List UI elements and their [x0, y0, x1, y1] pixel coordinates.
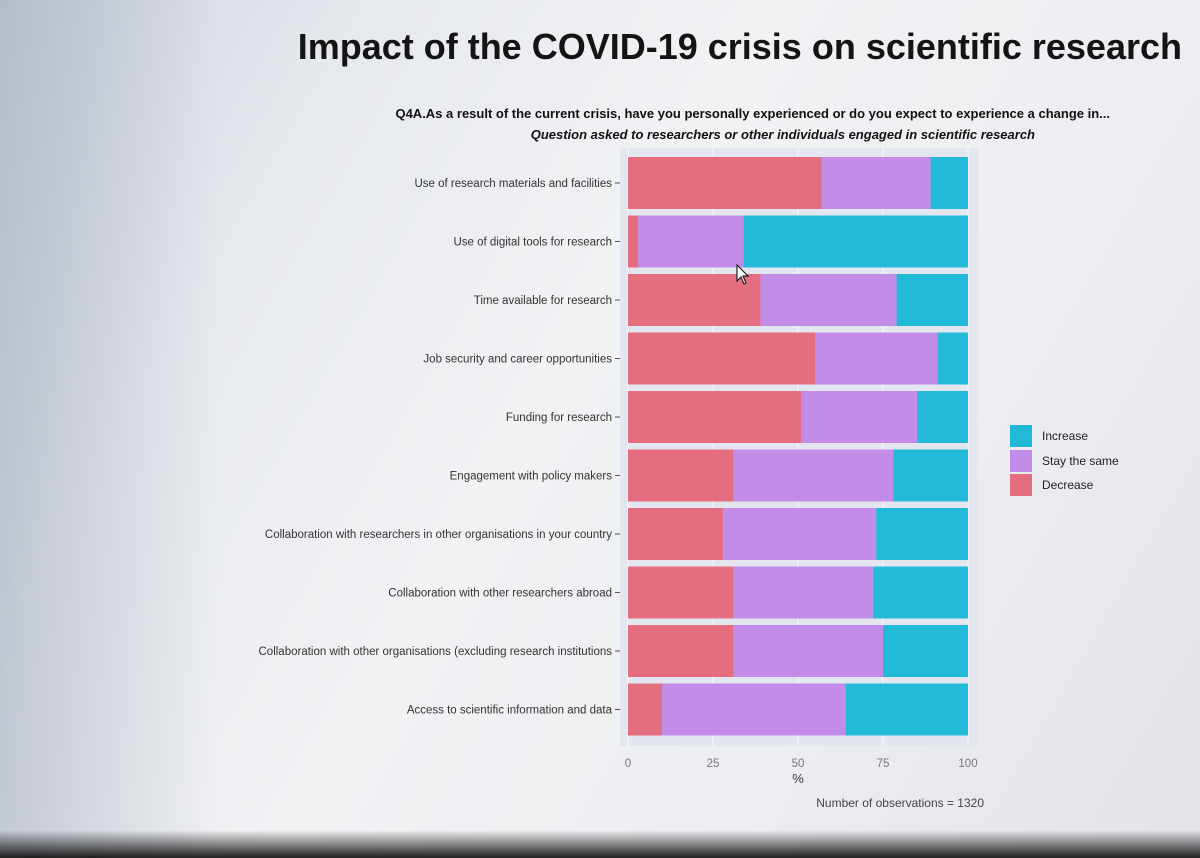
legend-swatch: [1010, 425, 1032, 448]
bar-segment-increase: [845, 683, 968, 736]
mouse-cursor-icon: [736, 264, 750, 285]
page-title: Impact of the COVID-19 crisis on scienti…: [297, 26, 1182, 67]
legend-label: Decrease: [1042, 478, 1094, 493]
bar-segment-stay-the-same: [723, 508, 877, 560]
bar-segment-decrease: [628, 625, 734, 677]
bar-segment-decrease: [628, 508, 724, 560]
bar-segment-increase: [893, 449, 968, 502]
category-label: Engagement with policy makers: [450, 471, 613, 483]
screen-bottom-edge: [0, 830, 1200, 858]
bar-segment-increase: [937, 332, 968, 385]
bar-segment-increase: [896, 274, 968, 326]
x-tick-label: 50: [792, 758, 805, 770]
legend-label: Stay the same: [1042, 453, 1119, 468]
category-labels: Use of research materials and facilities…: [259, 178, 620, 717]
category-label: Collaboration with other organisations (…: [259, 646, 613, 658]
bar-segment-stay-the-same: [821, 157, 931, 209]
bar-segment-decrease: [628, 391, 802, 443]
bar-segment-decrease: [628, 274, 761, 326]
bar-segment-increase: [872, 566, 968, 619]
category-label: Job security and career opportunities: [423, 354, 612, 366]
legend-swatch: [1010, 474, 1032, 497]
category-label: Access to scientific information and dat…: [407, 705, 613, 717]
x-tick-label: 75: [877, 758, 890, 770]
bar-segment-decrease: [628, 332, 815, 385]
bar-segment-decrease: [628, 566, 734, 619]
legend-item: Decrease: [1010, 473, 1119, 498]
category-label: Time available for research: [474, 295, 612, 307]
category-label: Funding for research: [506, 412, 612, 424]
bar-segment-decrease: [628, 683, 662, 736]
x-tick-label: 25: [707, 758, 720, 770]
bars-layer: [628, 157, 968, 736]
bar-segment-stay-the-same: [815, 332, 938, 385]
legend-item: Increase: [1010, 424, 1119, 449]
observations-note: Number of observations = 1320: [816, 796, 984, 810]
category-label: Collaboration with other researchers abr…: [388, 588, 612, 600]
bar-segment-stay-the-same: [801, 391, 917, 443]
bar-segment-increase: [883, 625, 968, 677]
bar-segment-stay-the-same: [733, 449, 894, 502]
background-shade: [0, 0, 220, 858]
bar-segment-stay-the-same: [760, 274, 897, 326]
legend: Increase Stay the same Decrease: [1010, 424, 1119, 498]
x-axis-title: %: [792, 771, 804, 786]
bar-segment-stay-the-same: [733, 566, 873, 619]
question-text: Q4A.As a result of the current crisis, h…: [395, 106, 1110, 121]
bar-segment-decrease: [628, 449, 734, 502]
x-tick-labels: 0 25 50 75 100: [625, 758, 978, 770]
category-label: Use of research materials and facilities: [415, 178, 613, 190]
bar-segment-stay-the-same: [662, 683, 846, 736]
category-label: Collaboration with researchers in other …: [265, 529, 612, 541]
bar-segment-increase: [930, 157, 968, 209]
bar-segment-decrease: [628, 215, 639, 268]
x-tick-label: 100: [958, 758, 977, 770]
bar-segment-increase: [917, 391, 968, 443]
legend-item: Stay the same: [1010, 449, 1119, 474]
bar-segment-increase: [876, 508, 968, 560]
x-tick-label: 0: [625, 758, 631, 770]
legend-label: Increase: [1042, 429, 1089, 444]
subquestion-text: Question asked to researchers or other i…: [530, 127, 1035, 142]
bar-segment-increase: [743, 215, 968, 268]
category-label: Use of digital tools for research: [453, 237, 612, 249]
bar-segment-decrease: [628, 157, 822, 209]
bar-segment-stay-the-same: [733, 625, 883, 677]
legend-swatch: [1010, 449, 1032, 472]
bar-segment-stay-the-same: [638, 215, 744, 268]
